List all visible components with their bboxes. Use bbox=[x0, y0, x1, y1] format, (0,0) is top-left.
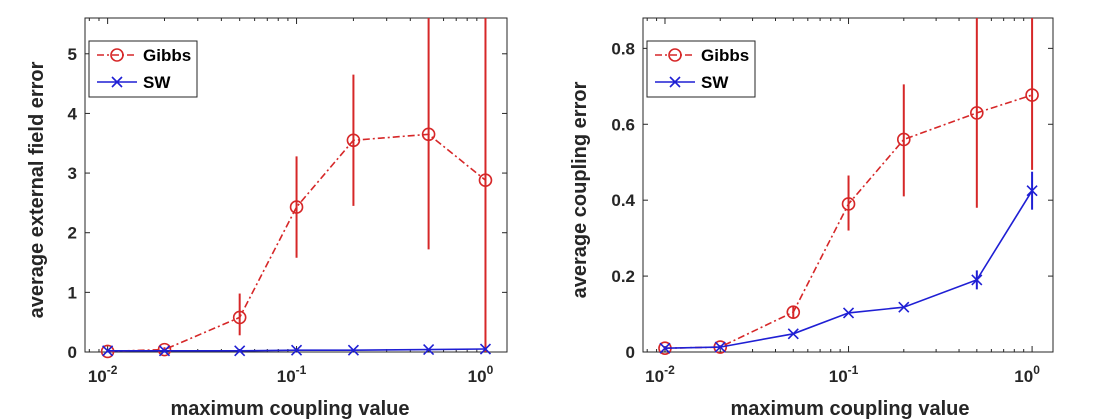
data-point bbox=[346, 133, 361, 148]
series-sw bbox=[102, 343, 492, 357]
data-point bbox=[421, 127, 436, 142]
series-sw bbox=[659, 171, 1038, 354]
series-gibbs bbox=[100, 18, 493, 359]
data-point bbox=[478, 173, 493, 188]
legend-marker bbox=[111, 76, 123, 88]
x-tick-label: 10-1 bbox=[829, 363, 859, 386]
x-tick-label: 10-1 bbox=[277, 363, 307, 386]
y-tick-label: 0.6 bbox=[611, 115, 635, 134]
y-tick-label: 0 bbox=[626, 343, 635, 362]
y-tick-label: 2 bbox=[68, 224, 77, 243]
data-point bbox=[714, 341, 726, 353]
data-point bbox=[841, 197, 856, 211]
x-tick-label: 100 bbox=[1014, 363, 1040, 386]
y-tick-label: 1 bbox=[68, 283, 77, 302]
y-tick-label: 3 bbox=[68, 164, 77, 183]
x-tick-label: 10-2 bbox=[88, 363, 118, 386]
y-axis-label: average coupling error bbox=[569, 81, 591, 298]
data-point bbox=[1025, 88, 1039, 102]
x-tick-label: 100 bbox=[468, 363, 494, 386]
y-tick-label: 0 bbox=[68, 343, 77, 362]
data-point bbox=[898, 301, 910, 313]
data-point bbox=[102, 345, 114, 357]
data-point bbox=[786, 305, 801, 319]
data-point bbox=[479, 343, 492, 355]
legend-label: SW bbox=[143, 73, 171, 92]
y-tick-label: 5 bbox=[68, 45, 77, 64]
data-point bbox=[896, 132, 911, 147]
data-point bbox=[971, 274, 983, 286]
data-point bbox=[787, 328, 799, 340]
y-tick-label: 0.4 bbox=[611, 191, 635, 210]
y-tick-label: 4 bbox=[68, 104, 78, 123]
legend-marker bbox=[110, 48, 124, 62]
chart-coupling-error: average coupling error maximum coupling … bbox=[569, 17, 1054, 420]
y-tick-label: 0.8 bbox=[611, 39, 635, 58]
plot-frame bbox=[84, 17, 508, 353]
plot-frame bbox=[642, 17, 1054, 353]
x-tick-label: 10-2 bbox=[645, 363, 675, 386]
data-point bbox=[970, 106, 984, 120]
legend-box bbox=[646, 40, 756, 98]
data-point bbox=[659, 342, 671, 354]
data-point bbox=[347, 344, 359, 356]
data-point bbox=[1026, 185, 1038, 197]
data-point bbox=[842, 307, 855, 319]
data-point bbox=[290, 344, 303, 356]
y-tick-label: 0.2 bbox=[611, 267, 635, 286]
data-point bbox=[289, 200, 304, 214]
legend-label: Gibbs bbox=[143, 46, 191, 65]
legend-marker bbox=[669, 76, 681, 88]
series-line bbox=[107, 133, 487, 353]
y-axis-label: average external field error bbox=[26, 61, 48, 318]
chart-external-field-error: average external field error maximum cou… bbox=[26, 17, 508, 420]
legend-marker bbox=[668, 48, 682, 62]
data-point bbox=[158, 345, 171, 357]
data-point bbox=[157, 342, 172, 357]
data-point bbox=[423, 344, 435, 356]
x-axis-label: maximum coupling value bbox=[171, 398, 410, 420]
legend: Gibbs SW bbox=[646, 40, 756, 98]
legend-label: SW bbox=[701, 73, 729, 92]
legend-box bbox=[88, 40, 198, 98]
data-point bbox=[232, 310, 247, 325]
data-point bbox=[234, 345, 246, 357]
x-axis-label: maximum coupling value bbox=[731, 398, 970, 420]
legend-label: Gibbs bbox=[701, 46, 749, 65]
legend: Gibbs SW bbox=[88, 40, 198, 98]
